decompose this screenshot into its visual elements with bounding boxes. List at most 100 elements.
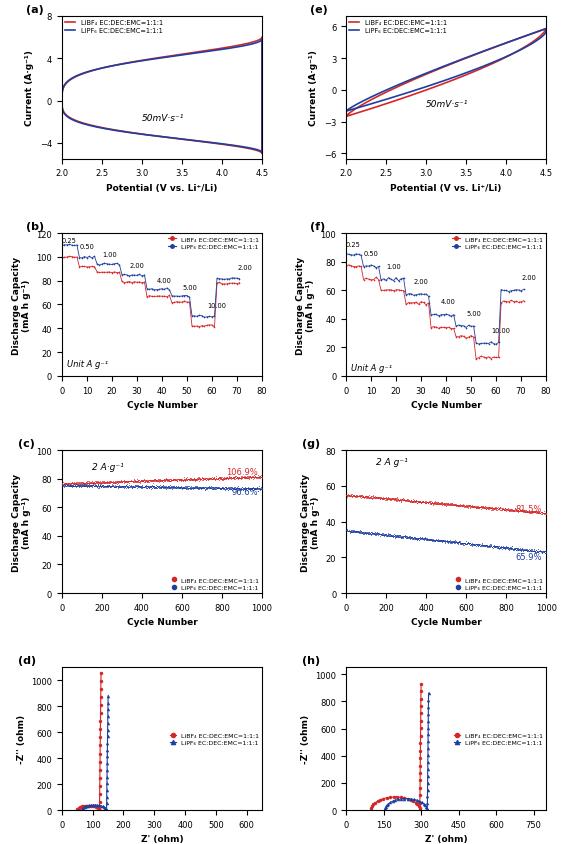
Point [369,527,378,540]
Point [249,470,258,484]
Point [251,469,260,483]
Point [379,491,388,505]
Point [427,533,436,546]
Point [129,473,138,487]
Point [445,499,454,512]
Point [127,474,136,488]
Point [358,526,367,539]
Point [95,479,104,493]
Point [221,482,230,495]
Point [385,494,394,507]
Point [94,479,103,493]
Point [391,492,400,506]
Point [381,528,390,541]
Point [135,479,144,493]
Point [191,481,200,495]
Point [189,472,198,485]
Point [163,480,172,494]
Point [257,482,266,495]
Point [353,490,362,503]
Point [527,544,536,557]
Point [211,473,220,486]
Point [137,479,146,493]
Point [399,493,408,506]
Point [252,471,261,484]
Point [512,504,521,517]
Point [502,540,511,554]
Point [199,481,208,495]
Point [75,479,84,492]
Point [74,479,83,492]
Point [138,473,147,487]
Point [457,500,466,513]
Point [108,475,117,489]
Point [176,479,185,493]
Point [525,544,534,558]
Point [247,471,256,484]
Point [343,489,352,502]
Point [511,504,520,517]
Point [75,479,84,493]
Point [386,528,395,542]
Point [440,498,449,511]
Point [176,474,185,488]
Point [140,481,149,495]
Point [511,543,520,556]
Point [510,542,519,555]
Point [217,473,226,487]
Point [418,533,427,547]
Point [376,491,385,505]
Point [372,490,381,504]
Point [228,481,237,495]
Point [68,477,77,490]
Point [91,477,100,490]
Point [241,472,250,485]
Point [369,490,378,504]
Point [370,528,379,541]
Point [119,474,128,488]
Point [529,505,538,518]
Point [410,531,419,544]
Point [393,529,402,543]
Point [522,543,531,556]
Point [204,482,213,495]
Point [233,484,242,497]
Point [508,542,517,555]
Point [106,479,115,493]
Point [72,477,81,490]
Point [224,473,233,486]
Point [409,532,418,545]
Point [127,474,136,488]
Point [417,496,426,510]
Point [123,478,132,491]
Point [149,473,158,487]
Point [132,479,141,493]
Point [103,476,112,490]
Point [536,544,545,557]
Point [491,501,501,515]
Point [172,480,181,494]
Point [226,472,235,485]
Point [184,481,193,495]
Point [255,483,264,496]
Point [97,475,106,489]
Point [356,489,365,502]
Point [363,490,372,504]
Point [213,481,222,495]
Point [502,541,511,555]
Point [432,497,441,511]
Point [372,528,381,542]
Point [428,534,437,548]
Point [342,489,351,502]
Point [352,525,361,538]
Point [212,473,221,486]
Point [61,479,70,492]
Point [531,505,540,518]
Point [530,505,539,518]
Point [114,474,123,488]
Point [111,476,120,490]
Point [116,480,125,494]
Point [91,479,100,493]
Point [74,476,83,490]
Point [521,544,530,557]
